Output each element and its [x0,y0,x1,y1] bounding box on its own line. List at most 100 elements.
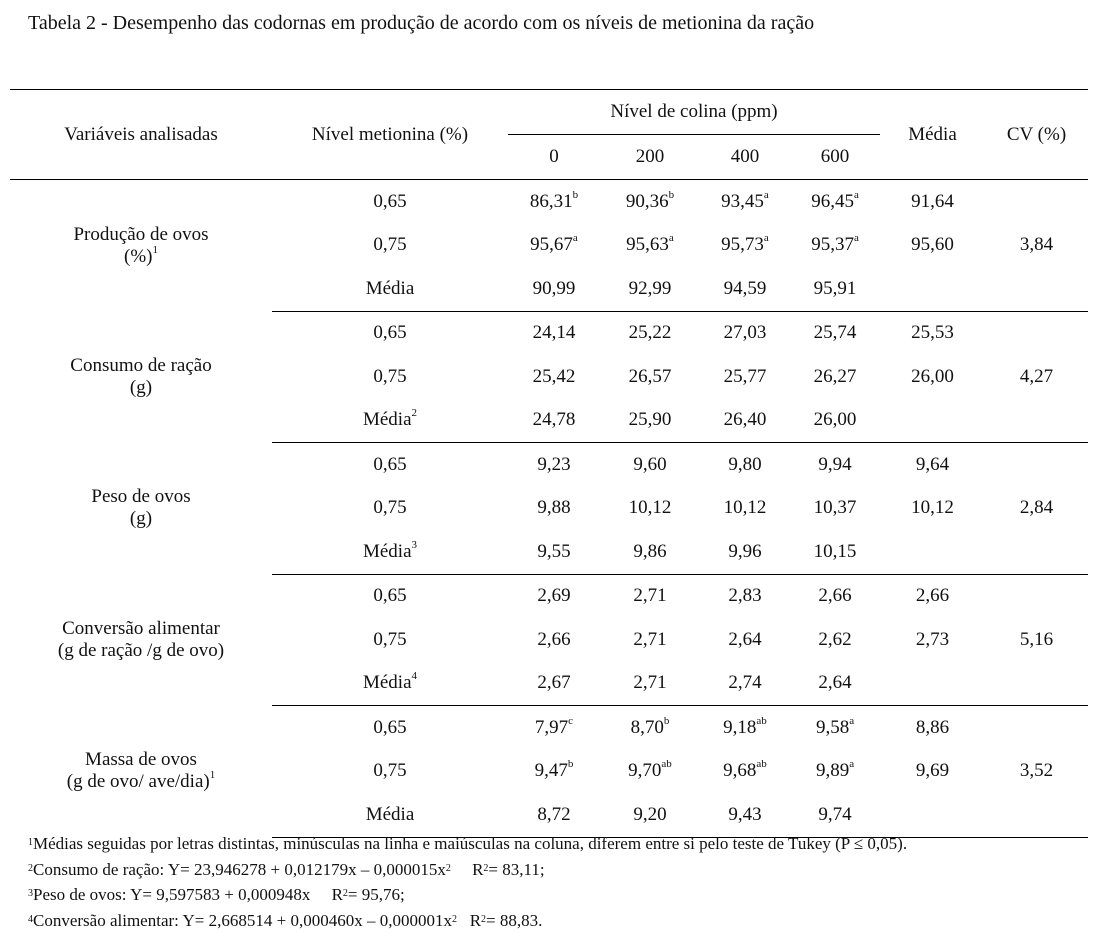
variable-label-line-wrap: Massa de ovos [10,749,272,771]
footnote: 4Conversão alimentar: Y= 2,668514 + 0,00… [28,908,907,934]
cell-value: 2,67 [537,672,571,694]
footnote-superscript: 4 [28,913,33,925]
table-cell: 2,71 [600,618,700,662]
cell-value: 95,73 [721,234,764,256]
header-choline-0: 0 [508,134,600,180]
table-cell: 26,00 [790,398,881,443]
cell-superscript: b [567,758,574,771]
table-row: Consumo de ração (g) 0,65 24,14 25,22 27,03 25… [10,311,1089,443]
cell-value: 92,99 [628,277,672,299]
methionine-level: Média4 [272,661,508,706]
row-mean [880,661,986,706]
methionine-level-superscript: 2 [411,407,418,420]
cell-value: 9,23 [537,453,571,475]
header-variables: Variáveis analisadas [10,89,272,180]
variable-label-line: (%) [124,245,153,267]
row-mean [880,267,986,312]
variable-label-line: (g) [129,508,153,530]
row-mean [880,793,986,838]
table-row: Conversão alimentar (g de ração /g de ovo… [10,574,1089,706]
footnote-superscript: 2 [483,862,489,874]
table-cell: 9,47b [508,750,600,794]
variable-label-line-wrap: (g de ovo/ ave/dia)1 [10,769,272,793]
table-cell: 9,18ab [700,706,790,750]
cell-value: 2,62 [818,628,852,650]
methionine-level-value: 0,75 [373,365,407,387]
table-body: Produção de ovos (%)1 0,65 86,31b 90,36b 93,4… [10,179,1089,838]
footnote: 1Médias seguidas por letras distintas, m… [28,831,907,857]
table-cell: 95,67a [508,224,600,268]
cell-value: 9,86 [633,540,667,562]
table-cell: 9,88 [508,487,600,531]
methionine-level: 0,75 [272,224,508,268]
cell-superscript: ab [661,758,672,771]
methionine-level: 0,65 [272,443,508,487]
row-mean [880,398,986,443]
header-choline-400: 400 [700,134,790,180]
header-cv: CV (%) [985,89,1089,180]
table-cell: 2,71 [600,661,700,706]
table-row: 0,75 9,88 10,12 10,12 10,37 10,12 [10,487,1088,531]
table-cell: 2,64 [700,618,790,662]
table-cell: 95,37a [790,224,880,268]
table-cell: 9,74 [790,793,881,838]
table-cell: 9,80 [700,443,790,487]
footnotes: 1Médias seguidas por letras distintas, m… [28,831,907,933]
cell-value: 95,67 [530,234,573,256]
table-cell: 26,57 [600,355,700,399]
footnote-superscript: 2 [445,862,451,874]
footnote: 2Consumo de ração: Y= 23,946278 + 0,0121… [28,857,907,883]
variable-label-superscript: 1 [152,243,158,256]
table-row: Média2 24,78 25,90 26,40 26,00 [10,398,1088,443]
table-cell: 25,74 [790,311,880,355]
footnote-superscript: 2 [342,888,348,899]
methionine-level: 0,65 [272,311,508,355]
table-row: Média 90,99 92,99 94,59 95,91 [10,267,1088,312]
header-choline-200: 200 [600,134,700,180]
table-cell: 25,22 [600,311,700,355]
table-cell: 2,83 [700,574,790,618]
methionine-level-value: 0,75 [373,234,407,256]
variable-label: Peso de ovos (g) [10,443,272,575]
variable-label-line-wrap: Peso de ovos [10,486,272,508]
table-cell: 25,77 [700,355,790,399]
footnote-text: R [456,910,482,930]
cell-value: 26,27 [813,365,857,387]
cell-value: 94,59 [723,277,767,299]
cell-value: 86,31 [529,190,573,212]
table-cell: 90,99 [508,267,600,312]
row-mean [880,530,986,575]
cell-superscript: b [572,188,579,201]
table-cell: 95,73a [700,224,790,268]
cell-value: 25,22 [628,322,672,344]
footnote-text: = 95,76; [347,885,405,904]
cell-value: 2,66 [537,628,571,650]
cell-value: 95,63 [626,234,669,256]
variable-label: Conversão alimentar (g de ração /g de ovo… [10,574,272,706]
table-row: 0,75 2,66 2,71 2,64 2,62 2,73 [10,618,1088,662]
cell-value: 9,89 [815,760,850,782]
cell-superscript: a [572,232,578,245]
table-cell: 10,15 [790,530,881,575]
table-row: 0,75 95,67a 95,63a 95,73a 95,37a 95,60 [10,224,1088,268]
row-mean: 9,64 [915,453,950,475]
cell-value: 90,36 [625,190,669,212]
cell-superscript: ab [756,758,767,771]
header-methionine-level: Nível metionina (%) [272,89,508,180]
cell-superscript: a [849,758,855,771]
cell-value: 9,96 [728,540,762,562]
cell-value: 9,43 [728,803,762,825]
performance-table: Variáveis analisadas Nível metionina (%)… [10,89,1089,838]
methionine-level-value: Média [362,540,412,562]
methionine-level: Média [272,267,508,312]
cell-value: 10,15 [813,540,857,562]
methionine-level-value: 0,65 [373,322,407,344]
header-choline-600: 600 [790,134,881,180]
table-cell: 25,90 [600,398,700,443]
table-cell: 10,37 [790,487,880,531]
table-cell: 93,45a [700,180,790,224]
table-cell: 2,67 [508,661,600,706]
row-mean: 9,69 [915,760,950,782]
cell-value: 25,74 [813,322,857,344]
footnote-text: Consumo de ração: Y= 23,946278 + 0,01217… [33,859,446,879]
